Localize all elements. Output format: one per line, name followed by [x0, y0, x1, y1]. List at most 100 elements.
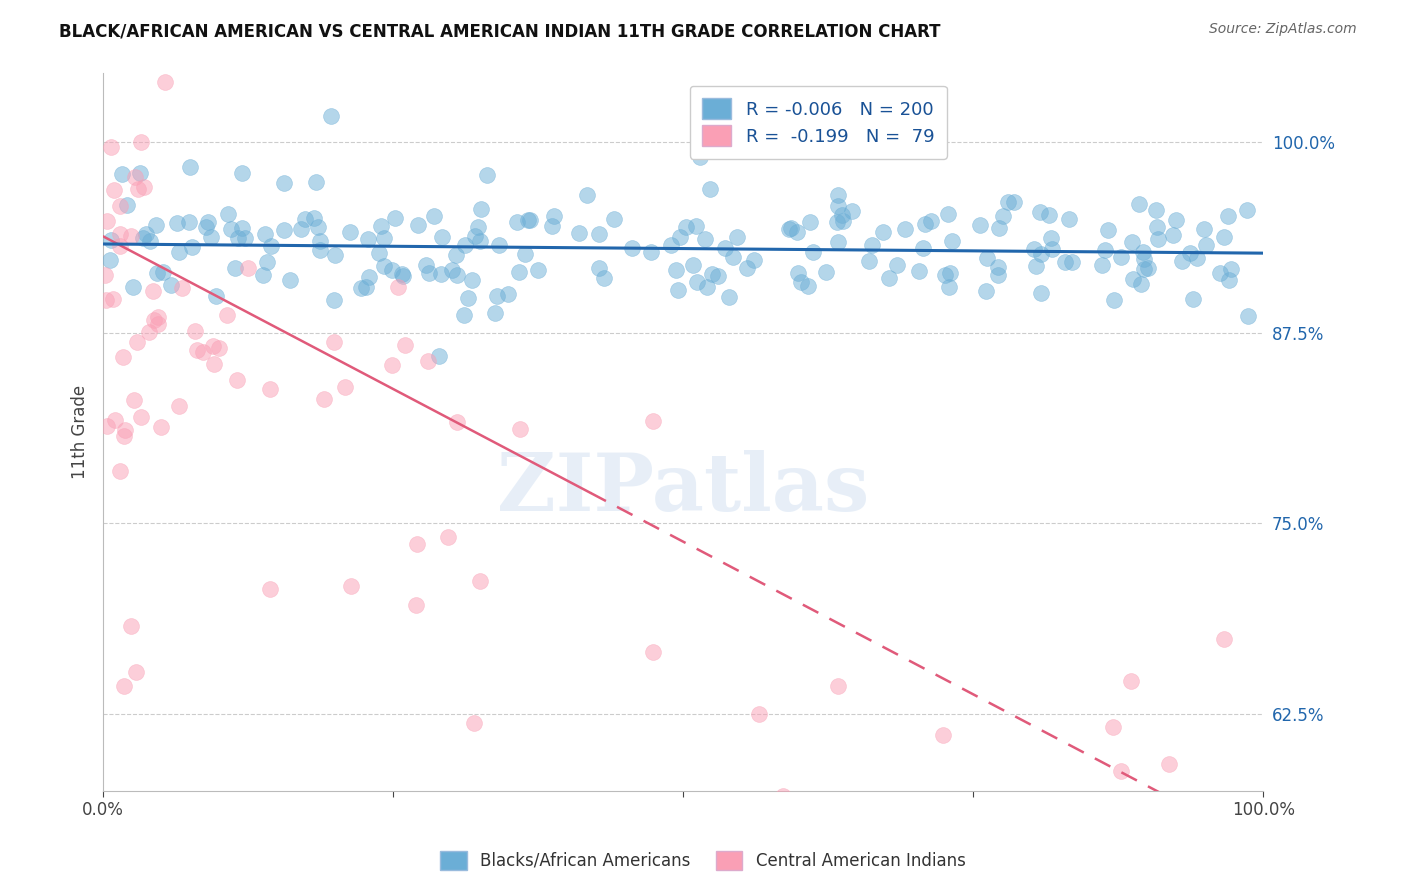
Point: [1121, 673, 1143, 688]
Point: [172, 281, 194, 295]
Point: [1146, 220, 1168, 235]
Point: [1040, 230, 1063, 244]
Point: [148, 310, 170, 324]
Point: [143, 312, 166, 326]
Point: [129, 135, 152, 149]
Point: [1029, 286, 1052, 301]
Point: [184, 324, 207, 338]
Point: [224, 260, 246, 275]
Point: [825, 215, 848, 229]
Point: [588, 261, 610, 276]
Point: [427, 349, 450, 363]
Point: [786, 225, 808, 239]
Point: [797, 278, 820, 293]
Point: [470, 202, 492, 216]
Point: [367, 246, 389, 260]
Point: [225, 373, 247, 387]
Point: [1237, 309, 1260, 323]
Point: [121, 279, 143, 293]
Point: [1185, 251, 1208, 265]
Point: [519, 212, 541, 227]
Point: [1040, 242, 1063, 256]
Point: [748, 706, 770, 721]
Point: [700, 267, 723, 281]
Point: [205, 289, 228, 303]
Point: [778, 222, 800, 236]
Point: [454, 238, 477, 252]
Point: [437, 530, 460, 544]
Point: [319, 109, 342, 123]
Point: [799, 215, 821, 229]
Point: [463, 716, 485, 731]
Point: [139, 234, 162, 248]
Point: [153, 75, 176, 89]
Point: [142, 285, 165, 299]
Point: [593, 270, 616, 285]
Point: [713, 241, 735, 255]
Point: [779, 221, 801, 235]
Point: [568, 226, 591, 240]
Point: [406, 218, 429, 232]
Point: [253, 227, 276, 241]
Point: [879, 270, 901, 285]
Point: [815, 264, 838, 278]
Point: [392, 268, 415, 283]
Point: [177, 215, 200, 229]
Point: [872, 225, 894, 239]
Point: [1038, 208, 1060, 222]
Point: [94, 268, 117, 282]
Point: [988, 221, 1011, 235]
Point: [418, 266, 440, 280]
Point: [387, 280, 409, 294]
Point: [1025, 259, 1047, 273]
Point: [1091, 258, 1114, 272]
Point: [801, 245, 824, 260]
Point: [127, 182, 149, 196]
Point: [422, 210, 444, 224]
Point: [1121, 235, 1143, 249]
Point: [1147, 232, 1170, 246]
Point: [145, 218, 167, 232]
Point: [104, 413, 127, 427]
Point: [446, 268, 468, 283]
Point: [252, 268, 274, 283]
Point: [827, 188, 849, 202]
Point: [219, 222, 242, 236]
Point: [108, 227, 131, 242]
Point: [114, 423, 136, 437]
Point: [621, 241, 644, 255]
Point: [464, 229, 486, 244]
Point: [302, 211, 325, 225]
Point: [686, 276, 709, 290]
Point: [132, 180, 155, 194]
Point: [457, 291, 479, 305]
Point: [1101, 720, 1123, 734]
Point: [1178, 246, 1201, 260]
Point: [1029, 247, 1052, 261]
Point: [1164, 212, 1187, 227]
Point: [461, 273, 484, 287]
Point: [354, 280, 377, 294]
Point: [1144, 202, 1167, 217]
Point: [827, 679, 849, 693]
Point: [146, 317, 169, 331]
Point: [96, 213, 118, 227]
Point: [488, 237, 510, 252]
Point: [941, 234, 963, 248]
Point: [696, 280, 718, 294]
Point: [831, 208, 853, 222]
Point: [231, 166, 253, 180]
Point: [721, 250, 744, 264]
Point: [666, 284, 689, 298]
Point: [484, 306, 506, 320]
Point: [1192, 221, 1215, 235]
Point: [831, 214, 853, 228]
Point: [588, 227, 610, 242]
Point: [685, 219, 707, 234]
Point: [125, 334, 148, 349]
Point: [415, 258, 437, 272]
Point: [335, 379, 357, 393]
Point: [167, 399, 190, 413]
Point: [132, 231, 155, 245]
Point: [294, 212, 316, 227]
